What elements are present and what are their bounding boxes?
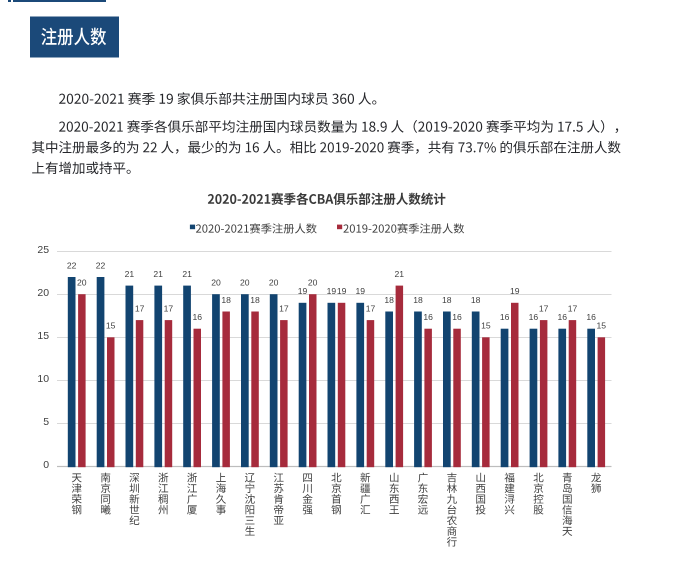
- svg-text:22: 22: [96, 260, 106, 270]
- svg-text:15: 15: [597, 321, 607, 331]
- svg-text:19: 19: [298, 286, 308, 296]
- svg-text:20: 20: [37, 287, 49, 299]
- svg-text:17: 17: [279, 304, 289, 314]
- svg-text:20: 20: [308, 278, 318, 288]
- svg-text:17: 17: [568, 304, 578, 314]
- svg-text:19: 19: [327, 286, 337, 296]
- svg-text:19: 19: [356, 286, 366, 296]
- svg-text:15: 15: [481, 321, 491, 331]
- svg-text:21: 21: [125, 269, 135, 279]
- svg-text:20: 20: [211, 278, 221, 288]
- svg-text:18: 18: [221, 295, 231, 305]
- svg-text:21: 21: [153, 269, 163, 279]
- svg-text:18: 18: [413, 295, 423, 305]
- svg-text:20: 20: [269, 278, 279, 288]
- svg-text:21: 21: [395, 269, 405, 279]
- svg-text:16: 16: [193, 312, 203, 322]
- svg-text:18: 18: [384, 295, 394, 305]
- svg-text:17: 17: [164, 304, 174, 314]
- svg-text:15: 15: [106, 321, 116, 331]
- svg-text:25: 25: [37, 244, 49, 256]
- svg-text:16: 16: [586, 312, 596, 322]
- svg-text:17: 17: [366, 304, 376, 314]
- svg-text:10: 10: [37, 373, 49, 385]
- svg-text:16: 16: [558, 312, 568, 322]
- svg-text:5: 5: [43, 416, 49, 428]
- svg-text:17: 17: [539, 304, 549, 314]
- svg-text:16: 16: [500, 312, 510, 322]
- svg-text:16: 16: [529, 312, 539, 322]
- svg-text:16: 16: [452, 312, 462, 322]
- svg-text:20: 20: [240, 278, 250, 288]
- svg-text:15: 15: [37, 330, 49, 342]
- svg-text:20: 20: [77, 278, 87, 288]
- svg-text:18: 18: [250, 295, 260, 305]
- svg-text:0: 0: [43, 459, 49, 471]
- svg-text:16: 16: [423, 312, 433, 322]
- svg-text:18: 18: [471, 295, 481, 305]
- svg-text:18: 18: [442, 295, 452, 305]
- svg-text:19: 19: [510, 286, 520, 296]
- svg-text:17: 17: [135, 304, 145, 314]
- svg-text:19: 19: [337, 286, 347, 296]
- svg-text:21: 21: [182, 269, 192, 279]
- svg-text:22: 22: [67, 260, 77, 270]
